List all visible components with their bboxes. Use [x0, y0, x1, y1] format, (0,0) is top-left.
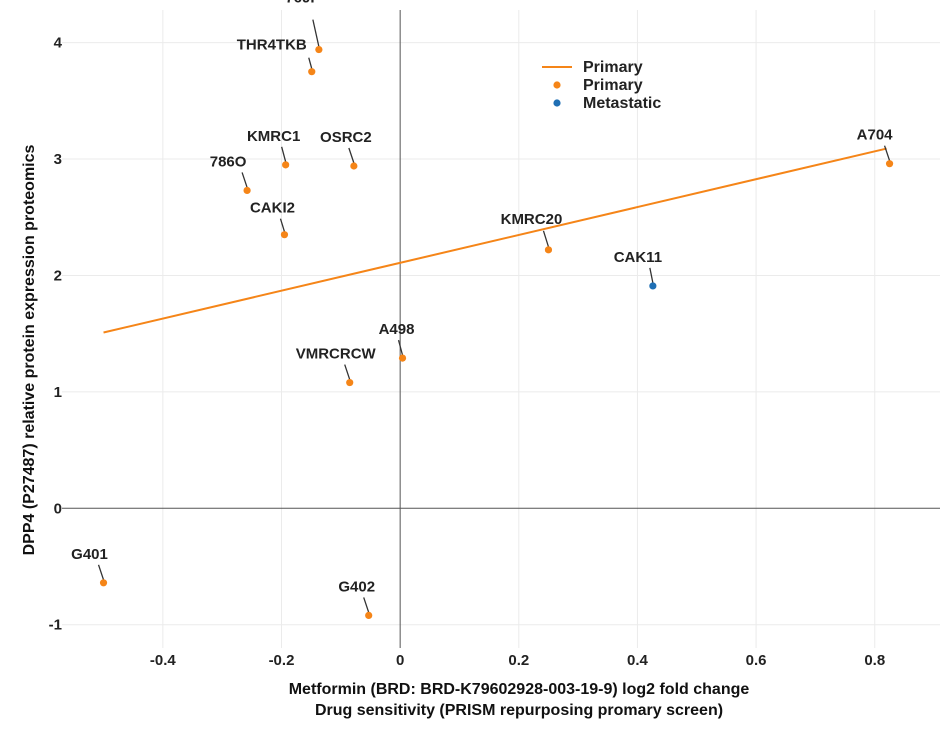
point-labels: 769P THR4TKB KMRC1 OSRC2 786O CAKI2 A704 KMRC20… [71, 0, 893, 595]
point-label: THR4TKB [237, 37, 307, 54]
legend-point-swatch [553, 99, 561, 107]
y-axis-ticks: -1 0 1 2 3 4 [49, 35, 63, 634]
x-tick-label: -0.2 [269, 652, 295, 669]
data-point [544, 246, 553, 254]
y-axis-title: DPP4 (P27487) relative protein expressio… [21, 144, 38, 555]
x-axis-title-line1: Metformin (BRD: BRD-K79602928-003-19-9) … [289, 681, 750, 698]
leader-line [241, 172, 248, 188]
x-tick-label: 0.2 [508, 652, 529, 669]
legend-label: Metastatic [583, 95, 661, 112]
leader-line [363, 597, 370, 613]
trendline [103, 147, 887, 334]
legend-label: Primary [583, 59, 643, 76]
y-tick-label: 1 [54, 384, 62, 401]
point-label: G401 [71, 546, 108, 563]
leader-line [348, 147, 355, 164]
leader-line [649, 267, 654, 284]
point-label: A498 [379, 321, 415, 338]
trendline-group [103, 147, 887, 334]
point-label: A704 [857, 127, 894, 144]
y-tick-label: 4 [54, 35, 63, 52]
data-point [346, 378, 354, 387]
leader-line [281, 146, 287, 163]
leader-line [308, 57, 313, 69]
y-tick-label: 2 [54, 267, 62, 284]
x-tick-label: -0.4 [150, 652, 177, 669]
data-point [282, 161, 290, 169]
data-point [280, 231, 289, 239]
data-point [649, 282, 657, 290]
legend-label: Primary [583, 77, 643, 94]
leader-line [883, 145, 891, 161]
data-points [99, 45, 894, 620]
x-tick-label: 0.8 [864, 652, 885, 669]
point-label: VMRCRCW [296, 346, 377, 363]
data-point [350, 162, 358, 170]
label-leader-lines [97, 19, 891, 613]
point-label: KMRC20 [501, 211, 563, 228]
point-label: OSRC2 [320, 129, 372, 146]
leader-line [279, 218, 286, 232]
point-label: CAK11 [614, 249, 662, 266]
y-tick-label: 0 [54, 500, 62, 517]
data-point [398, 354, 407, 362]
data-point [99, 579, 108, 587]
point-label: 769P [285, 0, 320, 7]
y-tick-label: -1 [49, 617, 62, 634]
leader-line [97, 564, 105, 581]
point-label: KMRC1 [247, 128, 300, 145]
x-tick-label: 0 [396, 652, 404, 669]
data-point [308, 68, 316, 76]
grid-lines [62, 10, 940, 648]
leader-line [397, 339, 404, 356]
point-label: 786O [210, 153, 247, 170]
leader-line [344, 364, 351, 380]
data-point [315, 45, 323, 54]
x-axis-ticks: -0.4 -0.2 0 0.2 0.4 0.6 0.8 [150, 652, 885, 669]
y-tick-label: 3 [54, 151, 62, 168]
point-label: CAKI2 [250, 200, 295, 217]
leader-line [312, 19, 320, 47]
data-point [365, 611, 373, 620]
data-point [885, 160, 894, 168]
x-tick-label: 0.4 [627, 652, 649, 669]
x-tick-label: 0.6 [746, 652, 767, 669]
legend-point-swatch [553, 81, 561, 89]
point-label: G402 [338, 578, 375, 595]
data-point [243, 186, 251, 195]
x-axis-title-line2: Drug sensitivity (PRISM repurposing prom… [315, 702, 723, 719]
leader-line [542, 230, 550, 248]
zero-axis-lines [62, 10, 940, 648]
